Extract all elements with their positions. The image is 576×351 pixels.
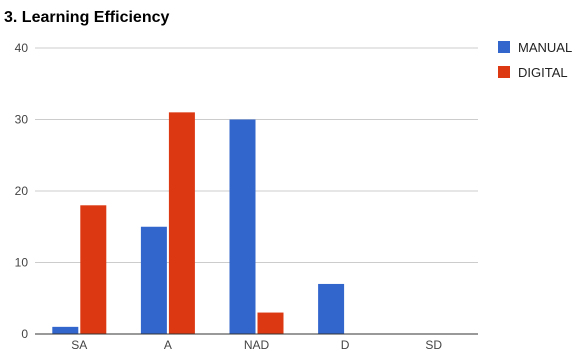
bars — [52, 112, 345, 334]
legend-swatch-digital — [498, 66, 510, 78]
x-tick-label: SA — [71, 338, 87, 351]
x-tick-label: NAD — [244, 338, 270, 351]
y-tick-label: 30 — [15, 113, 29, 127]
y-tick-label: 20 — [15, 184, 29, 198]
x-tick-label: A — [164, 338, 172, 351]
x-tick-label: SD — [425, 338, 442, 351]
y-tick-label: 10 — [15, 256, 29, 270]
bar-digital-sa — [80, 205, 107, 334]
bar-digital-a — [168, 112, 195, 334]
y-axis-tick-labels: 0 10 20 30 40 — [15, 41, 29, 341]
y-tick-label: 40 — [15, 41, 29, 55]
bar-manual-d — [318, 283, 345, 334]
gridlines — [35, 47, 478, 263]
legend-label-digital: DIGITAL — [518, 65, 568, 80]
bar-digital-nad — [257, 312, 284, 334]
legend-swatch-manual — [498, 41, 510, 53]
x-axis-tick-labels: SA A NAD D SD — [71, 338, 442, 351]
bar-manual-sa — [52, 326, 79, 334]
chart-title: 3. Learning Efficiency — [4, 9, 170, 26]
legend: MANUAL DIGITAL — [498, 40, 572, 80]
bar-manual-a — [140, 226, 167, 334]
y-tick-label: 0 — [21, 327, 28, 341]
legend-label-manual: MANUAL — [518, 40, 572, 55]
x-tick-label: D — [341, 338, 350, 351]
bar-manual-nad — [229, 119, 256, 334]
